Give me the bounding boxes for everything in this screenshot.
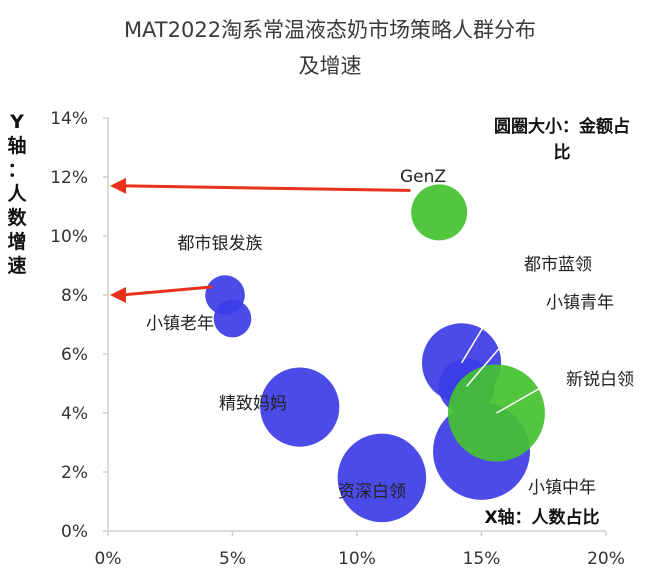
- leader-line: [465, 302, 539, 387]
- bubble-label: 小镇青年: [546, 293, 614, 313]
- y-axis-label: Y 轴：人数增速: [7, 111, 27, 277]
- bubble: [411, 184, 468, 241]
- y-tick-label: 8%: [61, 286, 88, 306]
- arrow-shaft: [120, 184, 411, 192]
- bubble-size-note: 圆圈大小：金额占比: [494, 117, 630, 163]
- bubble-label: 都市银发族: [178, 234, 263, 254]
- x-axis-label: X轴：人数占比: [484, 507, 599, 528]
- bubble-label: 小镇中年: [528, 478, 596, 498]
- x-tick-label: 10%: [338, 549, 376, 569]
- bubble-label: 精致妈妈: [219, 394, 287, 414]
- bubble-label: 都市蓝领: [524, 255, 592, 275]
- bubble-label: 资深白领: [338, 482, 406, 502]
- arrow-head: [110, 287, 126, 303]
- bubble: [260, 367, 340, 447]
- y-tick-label: 2%: [61, 463, 88, 483]
- bubble: [447, 364, 545, 462]
- y-tick-label: 0%: [61, 522, 88, 542]
- y-tick-label: 10%: [50, 227, 88, 247]
- leader-line: [496, 377, 559, 414]
- leader-line: [460, 275, 515, 364]
- chart-title-line2: 及增速: [298, 54, 362, 78]
- arrow-head: [110, 177, 126, 194]
- bubble-label: GenZ: [400, 167, 446, 187]
- bubble-label: 新锐白领: [566, 370, 634, 390]
- chart-title-line1: MAT2022淘系常温液态奶市场策略人群分布: [123, 18, 537, 42]
- y-tick-label: 6%: [61, 345, 88, 365]
- x-tick-label: 0%: [95, 549, 122, 569]
- arrow-shaft: [120, 285, 213, 297]
- y-tick-label: 14%: [50, 109, 88, 129]
- x-tick-label: 15%: [463, 549, 501, 569]
- bubble: [337, 433, 427, 523]
- y-tick-label: 4%: [61, 404, 88, 424]
- x-tick-label: 5%: [219, 549, 246, 569]
- bubble: [213, 299, 252, 338]
- bubble-label: 小镇老年: [146, 314, 214, 334]
- x-tick-label: 20%: [587, 549, 625, 569]
- y-tick-label: 12%: [50, 168, 88, 188]
- chart-title: MAT2022淘系常温液态奶市场策略人群分布 及增速: [0, 12, 660, 84]
